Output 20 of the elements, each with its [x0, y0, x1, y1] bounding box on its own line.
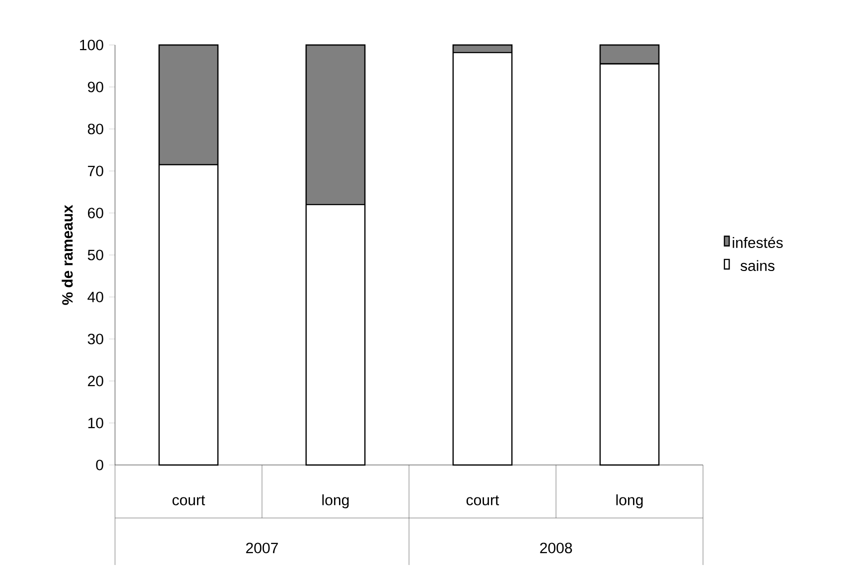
- y-tick-label: 50: [88, 250, 104, 260]
- x-tick-label: long: [322, 494, 349, 508]
- y-tick-label: 100: [80, 40, 104, 50]
- y-tick-label: 20: [88, 376, 104, 386]
- text: 2008: [540, 542, 572, 554]
- legend-label: infestés: [732, 236, 783, 248]
- legend-label: sains: [740, 260, 774, 272]
- y-tick-label: 90: [88, 82, 104, 92]
- y-tick-label: 70: [88, 166, 104, 176]
- y-axis-title: % de rameaux: [62, 204, 73, 305]
- y-tick-label: 10: [88, 418, 104, 428]
- x-tick-label: court: [466, 496, 500, 506]
- y-tick-label: 40: [88, 292, 104, 302]
- x-tick-label: court: [172, 496, 206, 506]
- text: 2007: [246, 542, 278, 554]
- y-tick-label: 80: [88, 124, 104, 134]
- y-tick-label: 0: [96, 460, 104, 470]
- y-tick-label: 60: [88, 208, 104, 218]
- y-tick-label: 30: [88, 334, 104, 344]
- x-tick-label: long: [616, 494, 643, 508]
